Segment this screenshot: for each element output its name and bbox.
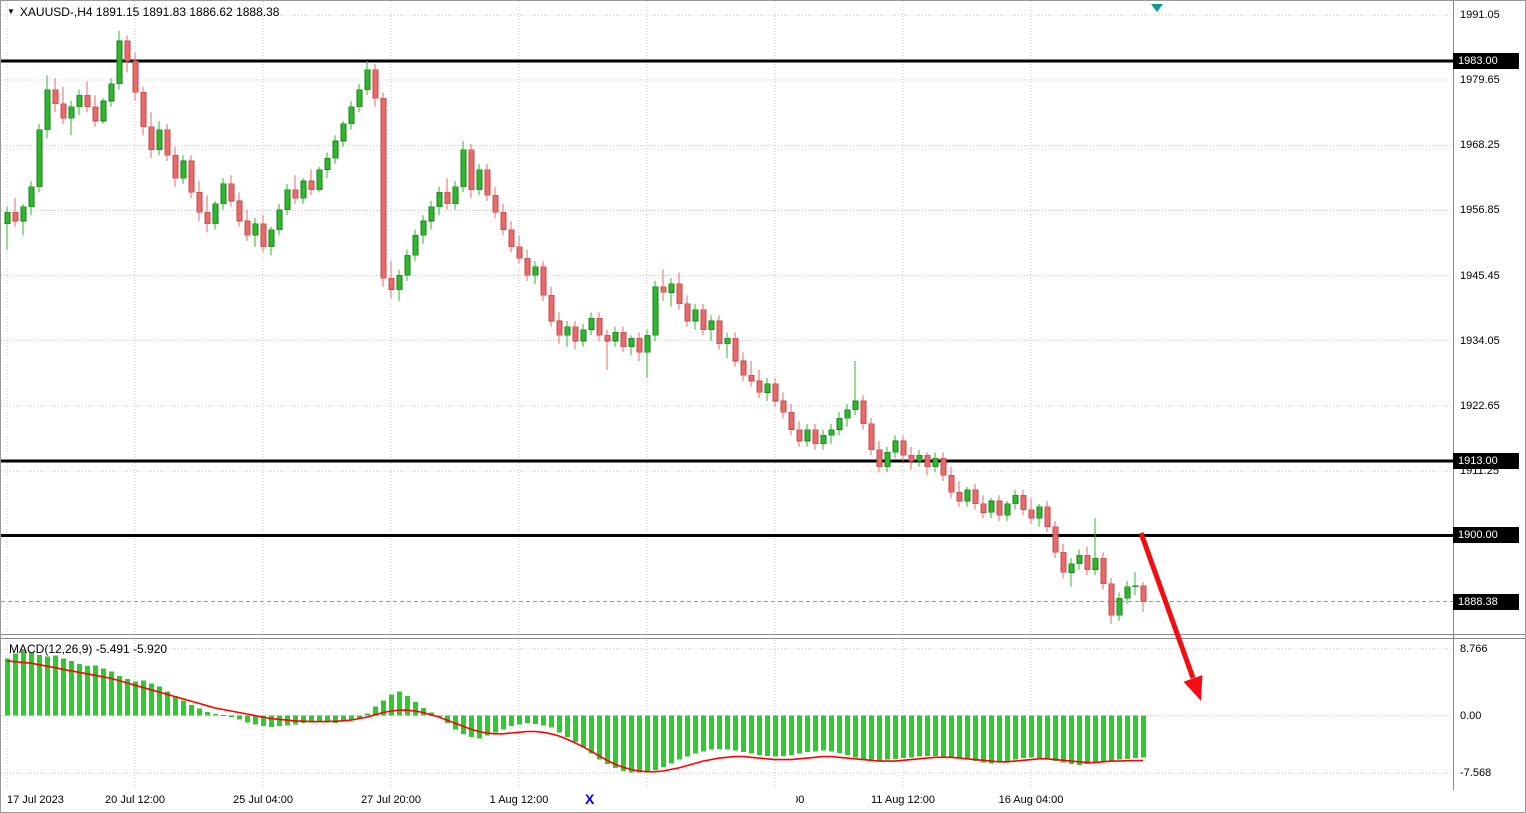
- time-tick-label: 16 Aug 04:00: [998, 794, 1064, 806]
- hline-price-box: 1900.00: [1453, 527, 1519, 543]
- macd-pane-top-border[interactable]: [1, 638, 1525, 639]
- price-tick-label: 1991.05: [1460, 9, 1500, 21]
- chart-header: ▼ XAUUSD-,H4 1891.15 1891.83 1886.62 188…: [7, 5, 279, 19]
- price-axis-separator: [1453, 1, 1454, 812]
- price-tick-label: 1945.45: [1460, 270, 1500, 282]
- macd-tick-label: 8.766: [1460, 643, 1488, 655]
- time-tick-label: 20 Jul 12:00: [105, 794, 165, 806]
- time-tick-label: 25 Jul 04:00: [233, 794, 293, 806]
- time-tick-label: 17 Jul 2023: [7, 794, 64, 806]
- time-tick-label: 27 Jul 20:00: [361, 794, 421, 806]
- hline-price-box: 1983.00: [1453, 53, 1519, 69]
- overlay-x-link[interactable]: X: [585, 791, 595, 807]
- current-price-box: 1888.38: [1453, 594, 1519, 610]
- macd-tick-label: -7.568: [1460, 767, 1492, 779]
- price-tick-label: 1934.05: [1460, 335, 1500, 347]
- chart-menu-icon[interactable]: ▼: [7, 7, 15, 16]
- bottom-overlay: X: [553, 788, 796, 812]
- price-tick-label: 1968.25: [1460, 139, 1500, 151]
- macd-indicator-label: MACD(12,26,9) -5.491 -5.920: [9, 642, 168, 656]
- price-axis[interactable]: 1991.05 1979.65 1968.25 1956.85 1945.45 …: [1453, 1, 1525, 812]
- price-tick-label: 1979.65: [1460, 74, 1500, 86]
- symbol-ohlc-text: XAUUSD-,H4 1891.15 1891.83 1886.62 1888.…: [19, 5, 280, 19]
- time-tick-label: 1 Aug 12:00: [489, 794, 549, 806]
- hline-price-box: 1913.00: [1453, 453, 1519, 469]
- main-pane-bottom-border: [1, 634, 1525, 635]
- price-tick-label: 1922.65: [1460, 400, 1500, 412]
- macd-tick-label: 0.00: [1460, 710, 1482, 722]
- time-tick-label: 11 Aug 12:00: [870, 794, 936, 806]
- price-tick-label: 1956.85: [1460, 204, 1500, 216]
- chart-shift-marker-icon[interactable]: [1149, 3, 1165, 15]
